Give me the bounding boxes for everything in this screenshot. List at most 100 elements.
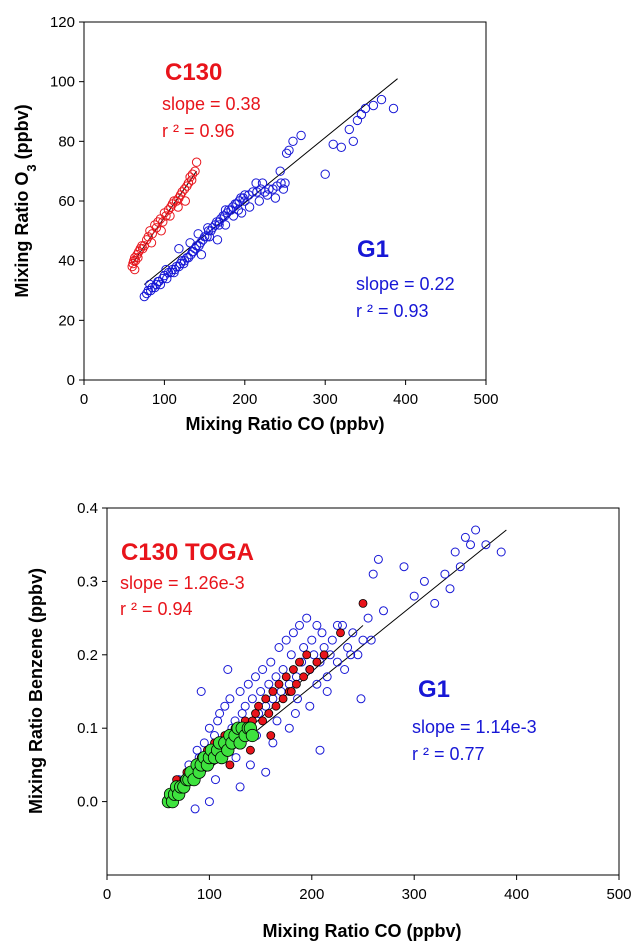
data-point-g1 xyxy=(254,196,264,206)
plot-bottom-y-ticks: 0.0 0.1 0.2 0.3 0.4 xyxy=(77,500,107,811)
data-point-g1 xyxy=(185,238,195,248)
data-point-g1 xyxy=(211,775,220,785)
data-point-g1 xyxy=(455,562,465,572)
data-point-g1 xyxy=(290,709,300,718)
plot-top-x-ticks: 0 100 200 300 400 500 xyxy=(80,380,499,408)
data-point-g1 xyxy=(196,250,207,260)
data-point-g1 xyxy=(356,109,367,120)
data-point-g1 xyxy=(213,716,223,726)
data-point-g1 xyxy=(312,620,322,630)
data-point-g1 xyxy=(293,694,302,704)
data-point-g1 xyxy=(399,562,409,572)
data-point-g1 xyxy=(256,687,266,696)
data-point-g1 xyxy=(275,166,285,176)
plot-top: 0 20 40 60 80 100 120 0 100 200 300 400 500 Mixing … xyxy=(12,14,499,434)
data-point-g1 xyxy=(460,532,470,542)
data-point-c130 xyxy=(146,238,157,248)
data-point-g1 xyxy=(223,665,233,674)
data-point-g1 xyxy=(225,694,235,704)
data-point-c130 xyxy=(183,178,194,188)
data-point-g1 xyxy=(204,797,214,807)
data-point-g1 xyxy=(356,694,366,704)
data-point-c130-toga xyxy=(261,694,271,704)
plot-bottom-frame xyxy=(106,507,620,876)
data-point-g1 xyxy=(496,547,506,557)
data-point-g1 xyxy=(231,753,241,763)
data-point-g1 xyxy=(353,650,363,660)
data-point-g1 xyxy=(450,547,460,557)
data-point-g1 xyxy=(174,244,184,254)
data-point-g1 xyxy=(409,591,419,601)
data-point-g1 xyxy=(215,709,225,718)
data-point-c130-toga xyxy=(288,665,298,674)
data-point-c130-toga xyxy=(251,709,260,718)
data-point-g1 xyxy=(251,178,261,188)
data-point-g1 xyxy=(177,256,187,266)
data-point-g1 xyxy=(235,782,245,792)
data-point-c130-toga xyxy=(336,628,345,638)
data-point-c130 xyxy=(165,211,175,221)
y-tick-label: 0 xyxy=(67,372,75,389)
y-tick-label: 20 xyxy=(58,312,75,329)
data-point-g1 xyxy=(445,584,455,594)
plot-bottom-x-ticks: 0 100 200 300 400 500 xyxy=(103,875,632,903)
data-point-c130-toga xyxy=(295,657,304,667)
plot-top-y-axis-title: Mixing Ratio O3 (ppbv) xyxy=(12,104,39,297)
x-tick-label: 300 xyxy=(402,886,427,903)
data-point-g1 xyxy=(430,598,440,608)
y-tick-label: 80 xyxy=(58,133,75,150)
plot-bottom-y-axis-title: Mixing Ratio Benzene (ppbv) xyxy=(26,568,46,814)
data-point-g1 xyxy=(312,679,322,689)
data-point-g1 xyxy=(288,136,298,147)
data-point-g1 xyxy=(281,148,292,159)
data-point-c130 xyxy=(158,217,168,227)
data-point-g1 xyxy=(481,540,491,550)
data-point-g1 xyxy=(278,184,289,194)
data-point-g1 xyxy=(272,716,282,726)
y-tick-label: 0.1 xyxy=(77,720,98,737)
data-point-g1 xyxy=(419,576,429,586)
data-point-g1 xyxy=(245,760,255,770)
data-point-c130-toga xyxy=(281,672,291,682)
data-point-g1 xyxy=(155,279,166,290)
data-point-c130-toga xyxy=(258,716,268,726)
data-point-g1 xyxy=(288,628,298,638)
data-point-c130-toga xyxy=(302,650,312,660)
data-point-g1 xyxy=(190,804,200,814)
y-tick-label: 0.2 xyxy=(77,647,98,664)
plot-top-c130-r2: r ² = 0.96 xyxy=(162,121,235,141)
data-point-g1 xyxy=(199,738,209,748)
data-point-g1 xyxy=(264,184,274,194)
data-point-g1 xyxy=(358,635,368,645)
data-point-g1 xyxy=(261,767,271,777)
data-point-c130 xyxy=(191,157,202,167)
data-point-c130 xyxy=(180,196,191,206)
y-tick-label: 0.0 xyxy=(77,794,98,811)
data-point-g1 xyxy=(299,643,309,652)
data-point-g1 xyxy=(203,223,213,233)
data-point-g1 xyxy=(295,620,304,630)
plot-bottom-c130-title: C130 TOGA xyxy=(121,539,254,566)
data-point-g1 xyxy=(379,606,388,616)
data-point-g1 xyxy=(151,279,162,290)
data-point-g1 xyxy=(466,540,475,550)
x-tick-label: 500 xyxy=(606,886,631,903)
plot-top-g1-slope: slope = 0.22 xyxy=(356,274,455,294)
data-point-g1 xyxy=(332,657,342,667)
data-point-c130 xyxy=(190,166,200,176)
data-point-g1 xyxy=(248,187,258,197)
data-point-g1 xyxy=(327,635,337,645)
x-tick-label: 100 xyxy=(197,886,222,903)
data-point-g1 xyxy=(302,613,312,623)
data-point-g1 xyxy=(336,142,346,153)
data-point-g1 xyxy=(322,687,332,696)
data-point-g1 xyxy=(169,267,179,278)
data-point-g1 xyxy=(204,232,215,242)
data-point-c130 xyxy=(130,264,140,275)
data-point-g1 xyxy=(376,94,387,105)
y-tick-label: 40 xyxy=(58,253,75,270)
data-point-c130 xyxy=(138,244,148,254)
data-point-g1 xyxy=(332,620,342,630)
plot-top-y-ticks: 0 20 40 60 80 100 120 xyxy=(50,14,84,389)
data-point-g1 xyxy=(368,569,378,579)
